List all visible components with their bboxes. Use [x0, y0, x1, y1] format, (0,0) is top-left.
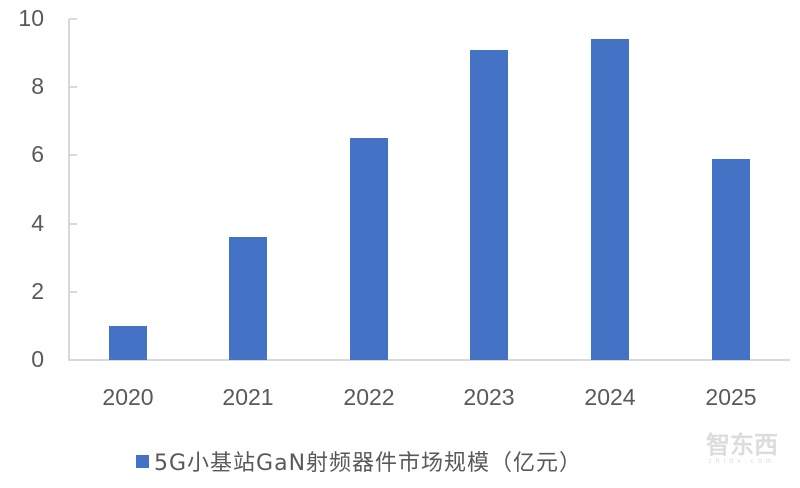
y-tick-label: 0	[31, 346, 44, 372]
y-tick-label: 10	[18, 5, 44, 31]
bar-2025	[712, 158, 750, 360]
watermark: 智东西 zhidx.com	[692, 432, 792, 465]
watermark-url: zhidx.com	[708, 458, 776, 465]
x-tick-label: 2020	[102, 384, 154, 410]
legend: 5G小基站GaN射频器件市场规模（亿元）	[136, 445, 582, 477]
y-tick-mark	[69, 18, 77, 20]
y-tick-label: 4	[31, 209, 44, 236]
x-tick-label: 2023	[463, 384, 515, 410]
y-tick-mark	[69, 154, 77, 157]
y-tick-mark	[69, 290, 77, 293]
x-tick-label: 2025	[705, 384, 757, 410]
y-axis-line	[68, 19, 70, 360]
bar-2023	[470, 49, 508, 360]
y-tick-label: 8	[31, 73, 44, 100]
bar-2024	[591, 39, 629, 360]
y-tick-label: 6	[31, 141, 44, 168]
y-tick-label: 2	[31, 277, 44, 304]
x-tick-label: 2024	[584, 384, 636, 410]
bar-2020	[109, 325, 147, 360]
x-tick-label: 2022	[343, 384, 395, 410]
bar-2022	[350, 138, 388, 360]
watermark-logo: 智东西	[706, 431, 778, 459]
bar-2021	[229, 237, 267, 360]
y-tick-mark	[69, 222, 77, 225]
legend-label: 5G小基站GaN射频器件市场规模（亿元）	[154, 451, 583, 476]
x-tick-label: 2021	[222, 384, 274, 410]
x-axis-line	[68, 359, 790, 361]
y-tick-mark	[69, 86, 77, 89]
legend-swatch	[136, 454, 149, 468]
